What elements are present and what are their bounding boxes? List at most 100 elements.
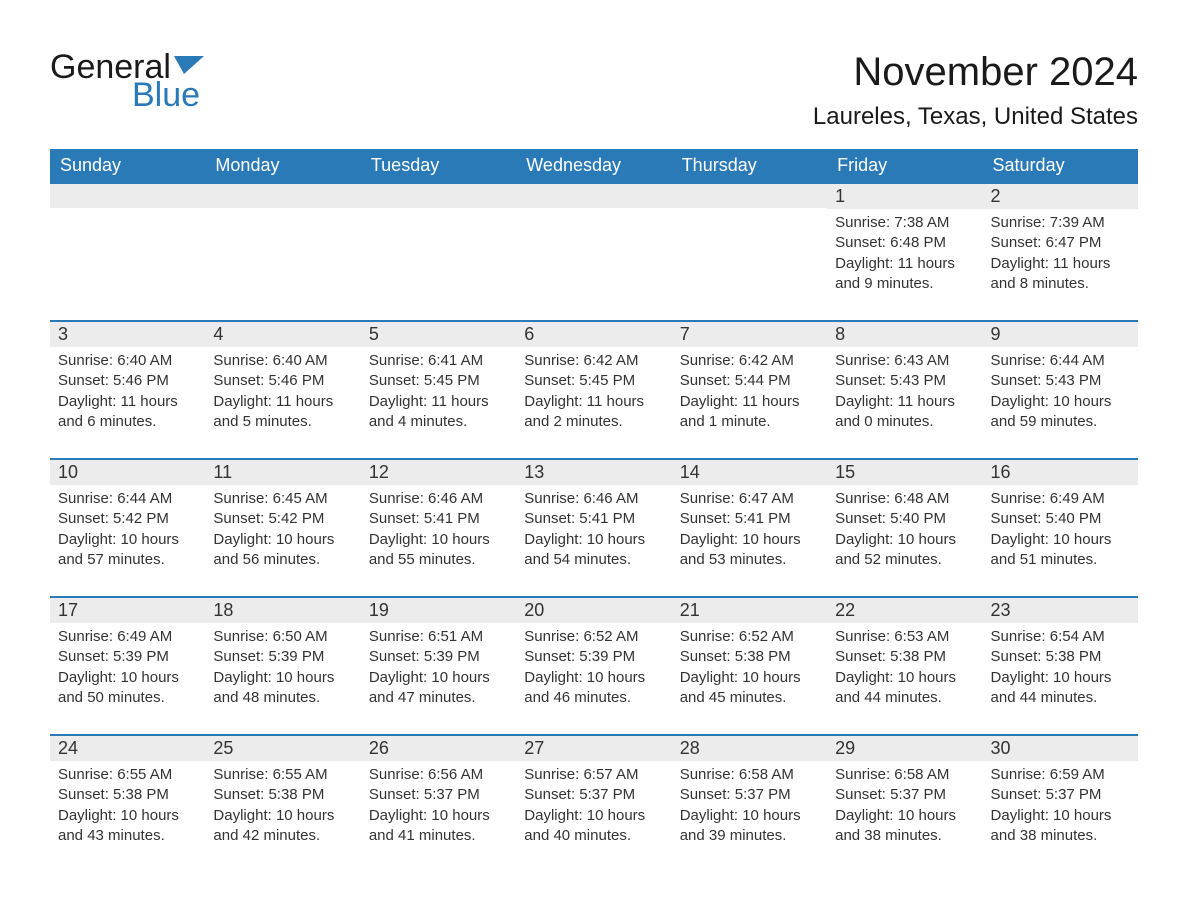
calendar-day-cell: 9Sunrise: 6:44 AMSunset: 5:43 PMDaylight… xyxy=(983,320,1138,458)
sunset-text: Sunset: 5:45 PM xyxy=(524,371,663,391)
day-number: 4 xyxy=(205,322,360,347)
weekday-header: Tuesday xyxy=(361,149,516,182)
location: Laureles, Texas, United States xyxy=(813,103,1138,131)
sunset-text: Sunset: 6:48 PM xyxy=(835,233,974,253)
day-number: 17 xyxy=(50,598,205,623)
sunrise-text: Sunrise: 6:43 AM xyxy=(835,351,974,371)
day-number: 8 xyxy=(827,322,982,347)
weekday-header: Wednesday xyxy=(516,149,671,182)
daylight-text: Daylight: 10 hours and 51 minutes. xyxy=(991,530,1130,571)
sunset-text: Sunset: 5:39 PM xyxy=(58,647,197,667)
sunrise-text: Sunrise: 6:55 AM xyxy=(58,765,197,785)
day-details: Sunrise: 6:55 AMSunset: 5:38 PMDaylight:… xyxy=(205,761,360,852)
sunrise-text: Sunrise: 6:44 AM xyxy=(58,489,197,509)
sunset-text: Sunset: 5:38 PM xyxy=(58,785,197,805)
daylight-text: Daylight: 11 hours and 8 minutes. xyxy=(991,254,1130,295)
daylight-text: Daylight: 10 hours and 38 minutes. xyxy=(991,806,1130,847)
day-number: 24 xyxy=(50,736,205,761)
weekday-header: Friday xyxy=(827,149,982,182)
sunrise-text: Sunrise: 6:49 AM xyxy=(991,489,1130,509)
calendar-day-cell: 6Sunrise: 6:42 AMSunset: 5:45 PMDaylight… xyxy=(516,320,671,458)
sunset-text: Sunset: 5:46 PM xyxy=(58,371,197,391)
day-details: Sunrise: 6:53 AMSunset: 5:38 PMDaylight:… xyxy=(827,623,982,714)
sunrise-text: Sunrise: 6:58 AM xyxy=(835,765,974,785)
sunset-text: Sunset: 5:41 PM xyxy=(369,509,508,529)
daylight-text: Daylight: 10 hours and 52 minutes. xyxy=(835,530,974,571)
sunset-text: Sunset: 6:47 PM xyxy=(991,233,1130,253)
daylight-text: Daylight: 10 hours and 42 minutes. xyxy=(213,806,352,847)
daylight-text: Daylight: 10 hours and 40 minutes. xyxy=(524,806,663,847)
day-number: 3 xyxy=(50,322,205,347)
weekday-header: Saturday xyxy=(983,149,1138,182)
sunrise-text: Sunrise: 6:50 AM xyxy=(213,627,352,647)
day-details: Sunrise: 6:41 AMSunset: 5:45 PMDaylight:… xyxy=(361,347,516,438)
day-details: Sunrise: 6:40 AMSunset: 5:46 PMDaylight:… xyxy=(50,347,205,438)
sunrise-text: Sunrise: 6:40 AM xyxy=(213,351,352,371)
daylight-text: Daylight: 10 hours and 46 minutes. xyxy=(524,668,663,709)
calendar-day-cell: 19Sunrise: 6:51 AMSunset: 5:39 PMDayligh… xyxy=(361,596,516,734)
daylight-text: Daylight: 11 hours and 4 minutes. xyxy=(369,392,508,433)
daylight-text: Daylight: 10 hours and 44 minutes. xyxy=(835,668,974,709)
day-number: 10 xyxy=(50,460,205,485)
calendar-week-row: 3Sunrise: 6:40 AMSunset: 5:46 PMDaylight… xyxy=(50,320,1138,458)
day-details: Sunrise: 6:44 AMSunset: 5:43 PMDaylight:… xyxy=(983,347,1138,438)
sunset-text: Sunset: 5:38 PM xyxy=(213,785,352,805)
day-number: 18 xyxy=(205,598,360,623)
sunset-text: Sunset: 5:38 PM xyxy=(680,647,819,667)
calendar-day-cell: 27Sunrise: 6:57 AMSunset: 5:37 PMDayligh… xyxy=(516,734,671,872)
day-details: Sunrise: 6:45 AMSunset: 5:42 PMDaylight:… xyxy=(205,485,360,576)
daylight-text: Daylight: 10 hours and 59 minutes. xyxy=(991,392,1130,433)
sunset-text: Sunset: 5:45 PM xyxy=(369,371,508,391)
daylight-text: Daylight: 11 hours and 0 minutes. xyxy=(835,392,974,433)
sunrise-text: Sunrise: 7:38 AM xyxy=(835,213,974,233)
daylight-text: Daylight: 10 hours and 48 minutes. xyxy=(213,668,352,709)
day-number: 14 xyxy=(672,460,827,485)
calendar-day-cell: 25Sunrise: 6:55 AMSunset: 5:38 PMDayligh… xyxy=(205,734,360,872)
day-number: 7 xyxy=(672,322,827,347)
calendar-empty-cell xyxy=(361,182,516,320)
daylight-text: Daylight: 11 hours and 5 minutes. xyxy=(213,392,352,433)
day-number: 29 xyxy=(827,736,982,761)
calendar-day-cell: 1Sunrise: 7:38 AMSunset: 6:48 PMDaylight… xyxy=(827,182,982,320)
calendar-table: Sunday Monday Tuesday Wednesday Thursday… xyxy=(50,149,1138,872)
empty-day xyxy=(672,182,827,208)
sunrise-text: Sunrise: 6:40 AM xyxy=(58,351,197,371)
day-number: 22 xyxy=(827,598,982,623)
day-details: Sunrise: 6:48 AMSunset: 5:40 PMDaylight:… xyxy=(827,485,982,576)
calendar-week-row: 24Sunrise: 6:55 AMSunset: 5:38 PMDayligh… xyxy=(50,734,1138,872)
day-details: Sunrise: 6:47 AMSunset: 5:41 PMDaylight:… xyxy=(672,485,827,576)
day-details: Sunrise: 6:51 AMSunset: 5:39 PMDaylight:… xyxy=(361,623,516,714)
sunrise-text: Sunrise: 6:48 AM xyxy=(835,489,974,509)
day-number: 23 xyxy=(983,598,1138,623)
calendar-day-cell: 20Sunrise: 6:52 AMSunset: 5:39 PMDayligh… xyxy=(516,596,671,734)
day-number: 2 xyxy=(983,184,1138,209)
sunrise-text: Sunrise: 6:49 AM xyxy=(58,627,197,647)
calendar-empty-cell xyxy=(205,182,360,320)
title-block: November 2024 Laureles, Texas, United St… xyxy=(813,50,1138,131)
sunset-text: Sunset: 5:38 PM xyxy=(835,647,974,667)
day-details: Sunrise: 7:39 AMSunset: 6:47 PMDaylight:… xyxy=(983,209,1138,300)
calendar-week-row: 17 Sunrise: 6:49 AMSunset: 5:39 PM Dayligh… xyxy=(50,596,1138,734)
calendar-day-cell: 4Sunrise: 6:40 AMSunset: 5:46 PMDaylight… xyxy=(205,320,360,458)
sunrise-text: Sunrise: 6:46 AM xyxy=(524,489,663,509)
day-details: Sunrise: 7:38 AMSunset: 6:48 PMDaylight:… xyxy=(827,209,982,300)
calendar-day-cell: 15Sunrise: 6:48 AMSunset: 5:40 PMDayligh… xyxy=(827,458,982,596)
day-details: Sunrise: 6:42 AMSunset: 5:44 PMDaylight:… xyxy=(672,347,827,438)
calendar-empty-cell xyxy=(672,182,827,320)
calendar-day-cell: 21Sunrise: 6:52 AMSunset: 5:38 PMDayligh… xyxy=(672,596,827,734)
day-number: 25 xyxy=(205,736,360,761)
calendar-day-cell: 12Sunrise: 6:46 AMSunset: 5:41 PMDayligh… xyxy=(361,458,516,596)
empty-day xyxy=(361,182,516,208)
weekday-header: Thursday xyxy=(672,149,827,182)
day-details: Sunrise: 6:40 AMSunset: 5:46 PMDaylight:… xyxy=(205,347,360,438)
sunset-text: Sunset: 5:43 PM xyxy=(835,371,974,391)
sunrise-text: Sunrise: 6:46 AM xyxy=(369,489,508,509)
calendar-empty-cell xyxy=(50,182,205,320)
day-number: 19 xyxy=(361,598,516,623)
daylight-text: Daylight: 11 hours and 6 minutes. xyxy=(58,392,197,433)
sunset-text: Sunset: 5:43 PM xyxy=(991,371,1130,391)
calendar-day-cell: 30Sunrise: 6:59 AMSunset: 5:37 PMDayligh… xyxy=(983,734,1138,872)
day-details: Sunrise: 6:46 AMSunset: 5:41 PMDaylight:… xyxy=(516,485,671,576)
sunrise-text: Sunrise: 7:39 AM xyxy=(991,213,1130,233)
calendar-day-cell: 29Sunrise: 6:58 AMSunset: 5:37 PMDayligh… xyxy=(827,734,982,872)
